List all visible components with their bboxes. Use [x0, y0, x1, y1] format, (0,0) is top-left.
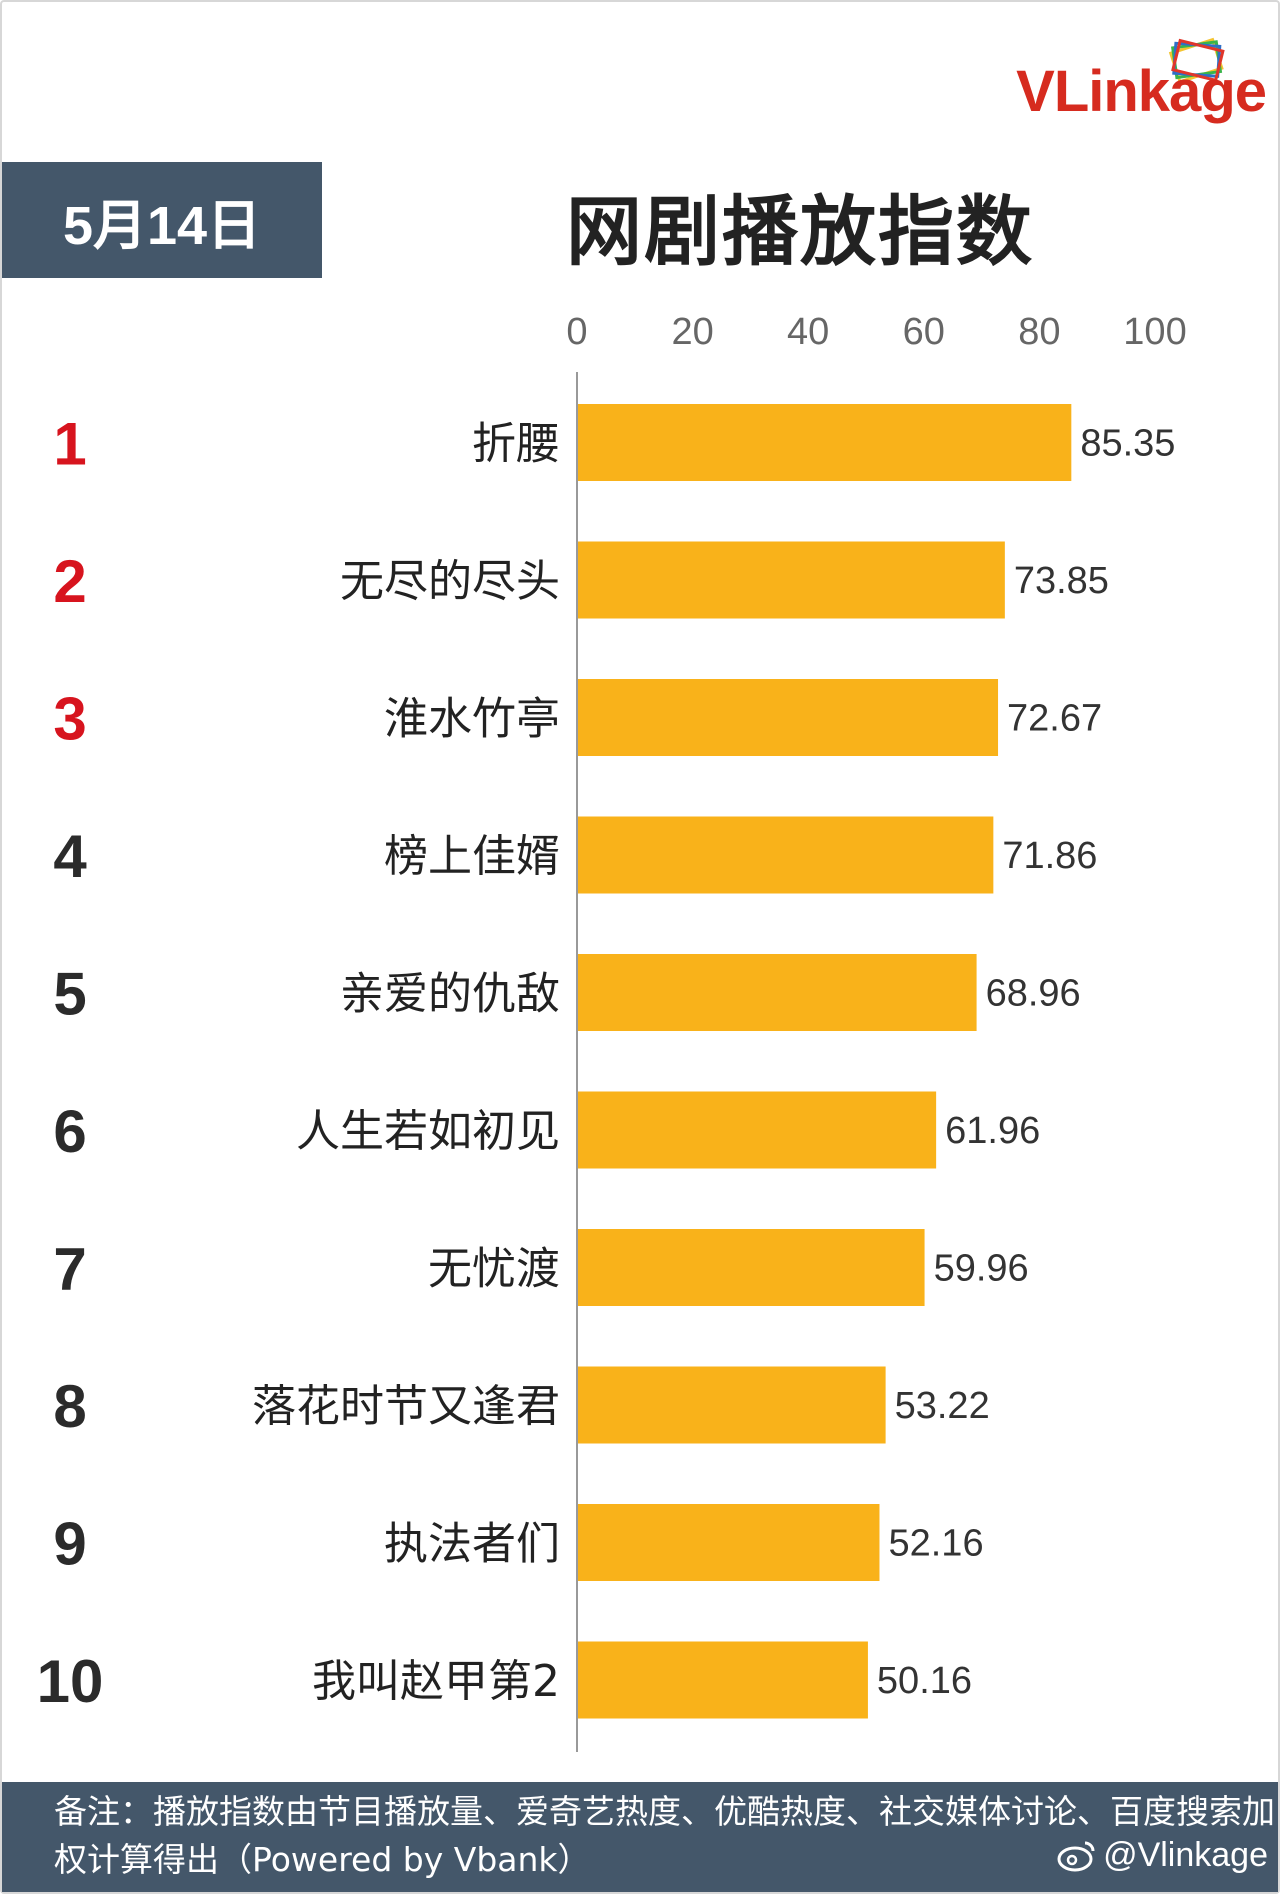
rank-number: 1	[53, 411, 86, 478]
value-label: 59.96	[934, 1248, 1029, 1290]
bar	[578, 1641, 868, 1719]
bar	[578, 404, 1072, 481]
category-label: 我叫赵甲第2	[312, 1656, 560, 1707]
value-label: 52.16	[888, 1523, 983, 1565]
category-label: 淮水竹亭	[384, 694, 560, 745]
rank-number: 7	[53, 1236, 86, 1303]
rank-number: 9	[53, 1511, 86, 1578]
value-label: 68.96	[986, 973, 1081, 1015]
bar	[578, 1229, 925, 1306]
watermark-text: @Vlinkage	[1103, 1836, 1268, 1874]
category-label: 榜上佳婿	[384, 831, 560, 882]
date-label: 5月14日	[2, 162, 322, 278]
value-label: 72.67	[1007, 698, 1102, 740]
x-tick-label: 0	[566, 311, 587, 353]
rank-number: 2	[53, 548, 86, 615]
footer-note-text: 备注：播放指数由节目播放量、爱奇艺热度、优酷热度、社交媒体讨论、百度搜索加权计算…	[54, 1792, 1275, 1879]
x-tick-label: 60	[903, 311, 945, 353]
rank-number: 8	[53, 1373, 86, 1440]
chart-title: 网剧播放指数	[566, 187, 1034, 276]
category-label: 人生若如初见	[296, 1106, 560, 1157]
category-label: 落花时节又逢君	[252, 1381, 560, 1432]
rank-number: 4	[53, 823, 87, 890]
bar	[578, 1366, 886, 1444]
x-tick-label: 40	[787, 311, 829, 353]
stacked-cards-icon	[1168, 37, 1225, 84]
category-label: 无尽的尽头	[340, 556, 560, 607]
value-label: 73.85	[1014, 560, 1109, 602]
value-label: 85.35	[1080, 423, 1175, 465]
value-label: 50.16	[877, 1660, 972, 1702]
bar	[578, 954, 977, 1031]
category-label: 亲爱的仇敌	[340, 969, 560, 1020]
rank-number: 6	[53, 1098, 86, 1165]
bar	[578, 1091, 937, 1169]
bar	[578, 679, 999, 756]
category-label: 折腰	[472, 419, 560, 470]
bar	[578, 541, 1005, 619]
category-label: 执法者们	[384, 1519, 560, 1570]
value-label: 61.96	[945, 1110, 1040, 1152]
bar-chart: 0 20 40 60 80 100 85.35 折腰 1 73.85 无尽的尽头 2 72.67 淮水竹亭…	[37, 311, 1187, 1752]
bar	[578, 816, 994, 894]
rank-number: 3	[53, 686, 86, 753]
rank-number: 10	[37, 1648, 104, 1715]
x-tick-label: 80	[1018, 311, 1060, 353]
rank-number: 5	[53, 961, 86, 1028]
watermark: @Vlinkage	[1057, 1836, 1268, 1875]
value-label: 71.86	[1002, 835, 1097, 877]
bar	[578, 1504, 880, 1581]
brand-logo: VLinkage	[1016, 59, 1267, 124]
category-label: 无忧渡	[428, 1244, 560, 1295]
x-tick-label: 20	[671, 311, 713, 353]
weibo-icon	[1057, 1841, 1095, 1871]
x-tick-label: 100	[1123, 311, 1186, 353]
footer-note: 备注：播放指数由节目播放量、爱奇艺热度、优酷热度、社交媒体讨论、百度搜索加权计算…	[2, 1782, 1278, 1892]
value-label: 53.22	[895, 1385, 990, 1427]
